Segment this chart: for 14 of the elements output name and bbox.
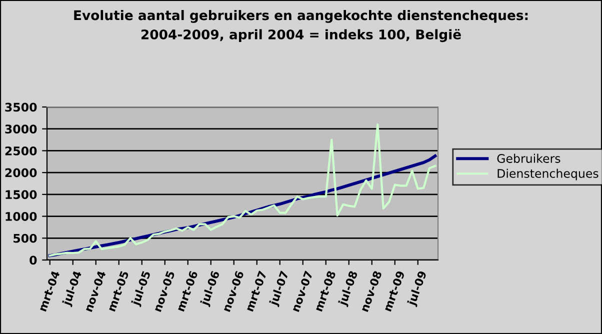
x-tick-label: nov-07: [290, 270, 313, 312]
y-tick-label: 2000: [5, 168, 37, 178]
y-tick-label: 1500: [6, 190, 37, 200]
legend-label: Gebruikers: [497, 154, 560, 163]
x-tick-label: jul-07: [268, 270, 291, 308]
y-tick-label: 1000: [6, 212, 37, 221]
chart-title: Evolutie aantal gebruikers en aangekochte dienstencheques: 2004-2009, april 2004 = indeks 100, België: [74, 10, 528, 42]
legend-label: Dienstencheques: [498, 168, 598, 180]
y-tick-label: 2500: [5, 146, 37, 156]
y-tick-label: 3500: [5, 102, 37, 112]
y-tick-label: 3000: [5, 124, 37, 134]
y-tick-label: 500: [14, 234, 37, 243]
y-tick-label: 0: [30, 256, 37, 265]
x-tick-label: mrt-07: [245, 270, 267, 312]
